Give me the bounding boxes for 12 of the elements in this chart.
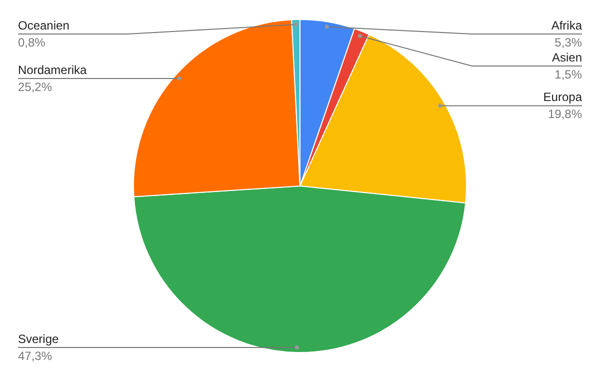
data-label: 5,3%	[554, 35, 582, 50]
slice-label: Afrika	[551, 18, 582, 32]
data-label: 19,8%	[548, 107, 582, 121]
slice-label: Europa	[543, 90, 582, 104]
slice-label: Sverige	[18, 332, 60, 346]
data-label: 0,8%	[18, 35, 46, 50]
slice-label: Oceanien	[18, 18, 70, 32]
slice-label: Nordamerika	[18, 62, 88, 77]
data-label: 47,3%	[18, 348, 52, 363]
data-label: 1,5%	[554, 67, 582, 82]
data-label: 25,2%	[18, 80, 52, 94]
slice-label: Asien	[552, 50, 582, 64]
